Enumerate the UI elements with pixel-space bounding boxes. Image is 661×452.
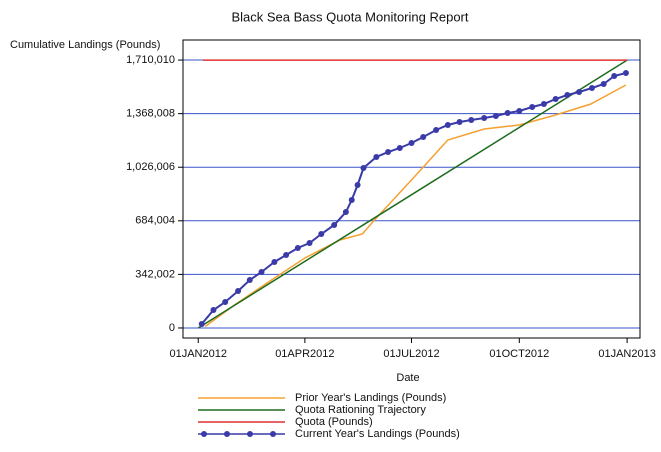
data-point xyxy=(246,276,253,283)
data-point xyxy=(396,145,403,152)
data-point xyxy=(271,258,278,265)
data-point xyxy=(516,108,523,115)
data-point xyxy=(600,81,607,88)
data-point xyxy=(354,182,361,189)
data-point xyxy=(348,196,355,203)
legend-marker xyxy=(270,431,276,437)
y-tick-label: 684,004 xyxy=(135,215,175,227)
legend-label: Prior Year's Landings (Pounds) xyxy=(295,392,446,404)
data-point xyxy=(283,251,290,258)
y-tick-label: 1,368,008 xyxy=(126,108,175,120)
data-point xyxy=(331,222,338,229)
legend-label: Quota Rationing Trajectory xyxy=(295,404,426,416)
data-point xyxy=(564,92,571,99)
data-point xyxy=(360,165,367,172)
y-tick-label: 1,026,006 xyxy=(126,161,175,173)
data-point xyxy=(576,89,583,96)
x-tick-label: 01OCT2012 xyxy=(489,348,549,360)
data-point xyxy=(258,268,265,275)
legend-label: Current Year's Landings (Pounds) xyxy=(295,428,460,440)
data-point xyxy=(611,73,618,80)
x-tick-label: 01JUL2012 xyxy=(383,348,439,360)
data-point xyxy=(373,154,380,161)
y-tick-label: 0 xyxy=(169,322,175,334)
data-point xyxy=(235,287,242,294)
data-point xyxy=(294,244,301,251)
data-point xyxy=(468,117,475,124)
legend-marker xyxy=(201,431,207,437)
chart-title: Black Sea Bass Quota Monitoring Report xyxy=(231,9,468,24)
data-point xyxy=(385,149,392,156)
data-point xyxy=(433,127,440,134)
plot-frame xyxy=(182,39,641,339)
data-point xyxy=(198,320,205,327)
data-point xyxy=(444,122,451,129)
series-line xyxy=(197,59,628,329)
data-point xyxy=(306,239,313,246)
legend-marker xyxy=(247,431,253,437)
legend-label: Quota (Pounds) xyxy=(295,416,373,428)
data-point xyxy=(622,70,629,77)
data-point xyxy=(540,101,547,108)
data-point xyxy=(456,119,463,126)
data-point xyxy=(318,230,325,237)
data-point xyxy=(492,113,499,120)
y-tick-label: 1,710,010 xyxy=(126,54,175,66)
x-axis-label: Date xyxy=(396,372,419,384)
data-point xyxy=(222,298,229,305)
x-tick-label: 01JAN2013 xyxy=(598,348,656,360)
data-point xyxy=(588,85,595,92)
data-point xyxy=(420,134,427,141)
legend-marker xyxy=(224,431,230,437)
data-point xyxy=(552,96,559,103)
data-point xyxy=(210,306,217,313)
series-line xyxy=(204,84,627,328)
data-point xyxy=(504,110,511,117)
y-axis-label: Cumulative Landings (Pounds) xyxy=(10,39,160,51)
x-tick-label: 01APR2012 xyxy=(275,348,334,360)
data-point xyxy=(529,104,536,111)
x-tick-label: 01JAN2012 xyxy=(169,348,227,360)
data-point xyxy=(481,115,488,122)
y-tick-label: 342,002 xyxy=(135,268,175,280)
data-point xyxy=(408,140,415,147)
data-point xyxy=(342,209,349,216)
